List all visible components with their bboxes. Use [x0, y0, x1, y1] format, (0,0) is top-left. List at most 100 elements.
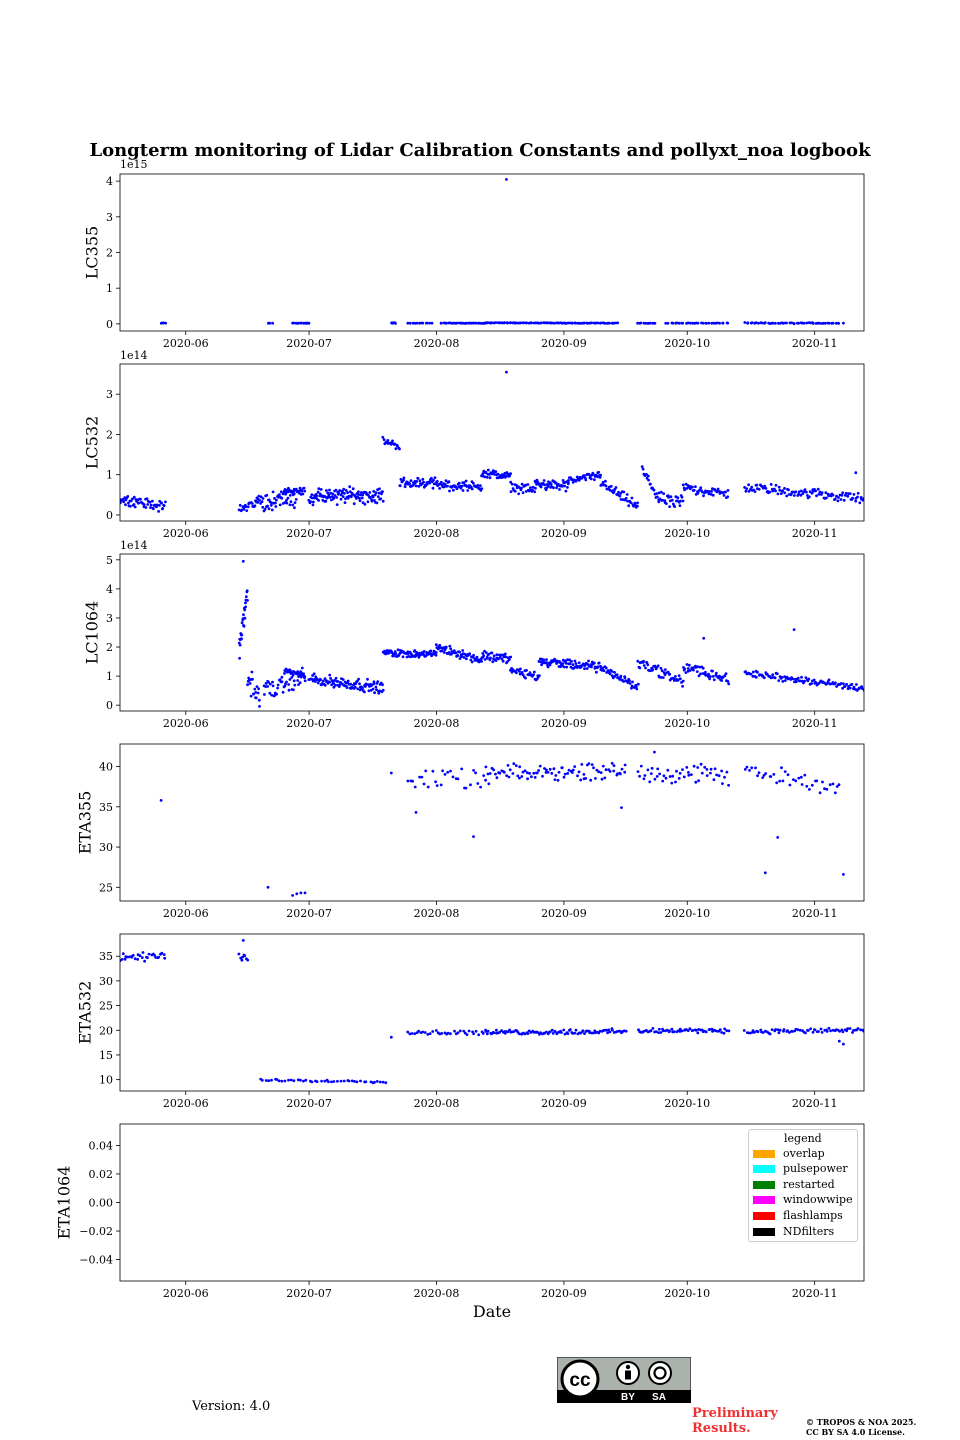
data-point: [682, 500, 685, 503]
legend-label: windowwipe: [783, 1193, 853, 1206]
data-point: [800, 776, 803, 779]
data-point: [461, 649, 464, 652]
data-point: [828, 679, 831, 682]
data-point: [807, 1029, 810, 1032]
data-point: [132, 954, 135, 957]
data-point: [624, 764, 627, 767]
data-point: [440, 1032, 443, 1035]
data-point: [477, 1033, 480, 1036]
data-point: [253, 688, 256, 691]
data-point: [150, 504, 153, 507]
data-point: [727, 784, 730, 787]
data-point: [681, 322, 684, 325]
data-point: [320, 1080, 323, 1083]
data-point: [129, 505, 132, 508]
data-point: [603, 669, 606, 672]
data-point: [339, 489, 342, 492]
data-point: [694, 485, 697, 488]
data-point: [294, 501, 297, 504]
data-point: [338, 492, 341, 495]
data-point: [461, 485, 464, 488]
data-point: [303, 487, 306, 490]
data-point: [622, 491, 625, 494]
data-point: [536, 772, 539, 775]
data-point: [261, 506, 264, 509]
data-point: [299, 1079, 302, 1082]
data-point: [495, 659, 498, 662]
data-point: [379, 497, 382, 500]
data-point: [446, 771, 449, 774]
data-point: [291, 504, 294, 507]
data-point: [141, 956, 144, 959]
data-point: [819, 791, 822, 794]
data-point: [264, 508, 267, 511]
x-tick-label: 2020-06: [163, 527, 209, 540]
data-point: [779, 1029, 782, 1032]
data-point: [482, 774, 485, 777]
data-point: [745, 490, 748, 493]
data-point: [756, 774, 759, 777]
data-point: [340, 1080, 343, 1083]
x-tick-label: 2020-07: [286, 527, 332, 540]
y-tick-label: 1: [106, 670, 113, 683]
data-point: [778, 489, 781, 492]
copyright-note: © TROPOS & NOA 2025. CC BY SA 4.0 Licens…: [806, 1417, 916, 1437]
data-point: [484, 658, 487, 661]
data-point: [302, 1080, 305, 1083]
data-point: [846, 1027, 849, 1030]
data-point: [660, 667, 663, 670]
y-tick-label: 35: [99, 801, 113, 814]
data-point: [611, 1029, 614, 1032]
x-tick-label: 2020-09: [541, 337, 587, 350]
data-point: [465, 787, 468, 790]
data-point: [334, 684, 337, 687]
data-point: [529, 671, 532, 674]
data-point: [356, 1081, 359, 1084]
data-point: [485, 766, 488, 769]
data-point: [572, 663, 575, 666]
data-point: [615, 486, 618, 489]
data-point: [588, 762, 591, 765]
data-point: [502, 660, 505, 663]
data-point: [149, 506, 152, 509]
data-point: [301, 667, 304, 670]
data-point: [797, 677, 800, 680]
data-point: [377, 495, 380, 498]
data-point: [657, 664, 660, 667]
y-tick-label: 3: [106, 388, 113, 401]
data-point: [796, 1028, 799, 1031]
data-point: [561, 766, 564, 769]
data-points-lc532: [119, 371, 865, 513]
data-point: [435, 654, 438, 657]
data-point: [561, 662, 564, 665]
data-point: [636, 502, 639, 505]
data-point: [313, 672, 316, 675]
data-point: [776, 836, 779, 839]
sa-icon: [649, 1362, 671, 1384]
data-point: [250, 695, 253, 698]
panel-eta355: 2020-062020-072020-082020-092020-102020-…: [99, 744, 864, 920]
data-point: [297, 322, 300, 325]
data-point: [842, 682, 845, 685]
data-point: [244, 606, 247, 609]
data-point: [644, 774, 647, 777]
data-point: [525, 669, 528, 672]
data-point: [643, 777, 646, 780]
data-point: [383, 438, 386, 441]
data-point: [534, 487, 537, 490]
data-point: [411, 780, 414, 783]
data-point: [651, 767, 654, 770]
data-point: [534, 776, 537, 779]
panel-lc532: 2020-062020-072020-082020-092020-102020-…: [106, 364, 865, 540]
data-point: [533, 490, 536, 493]
data-point: [658, 773, 661, 776]
data-point: [558, 488, 561, 491]
data-point: [593, 662, 596, 665]
xlabel-date: Date: [120, 1302, 864, 1321]
data-point: [750, 673, 753, 676]
data-point: [284, 1080, 287, 1083]
data-point: [628, 679, 631, 682]
data-point: [595, 671, 598, 674]
y-tick-label: 0.04: [89, 1139, 114, 1152]
data-point: [803, 774, 806, 777]
